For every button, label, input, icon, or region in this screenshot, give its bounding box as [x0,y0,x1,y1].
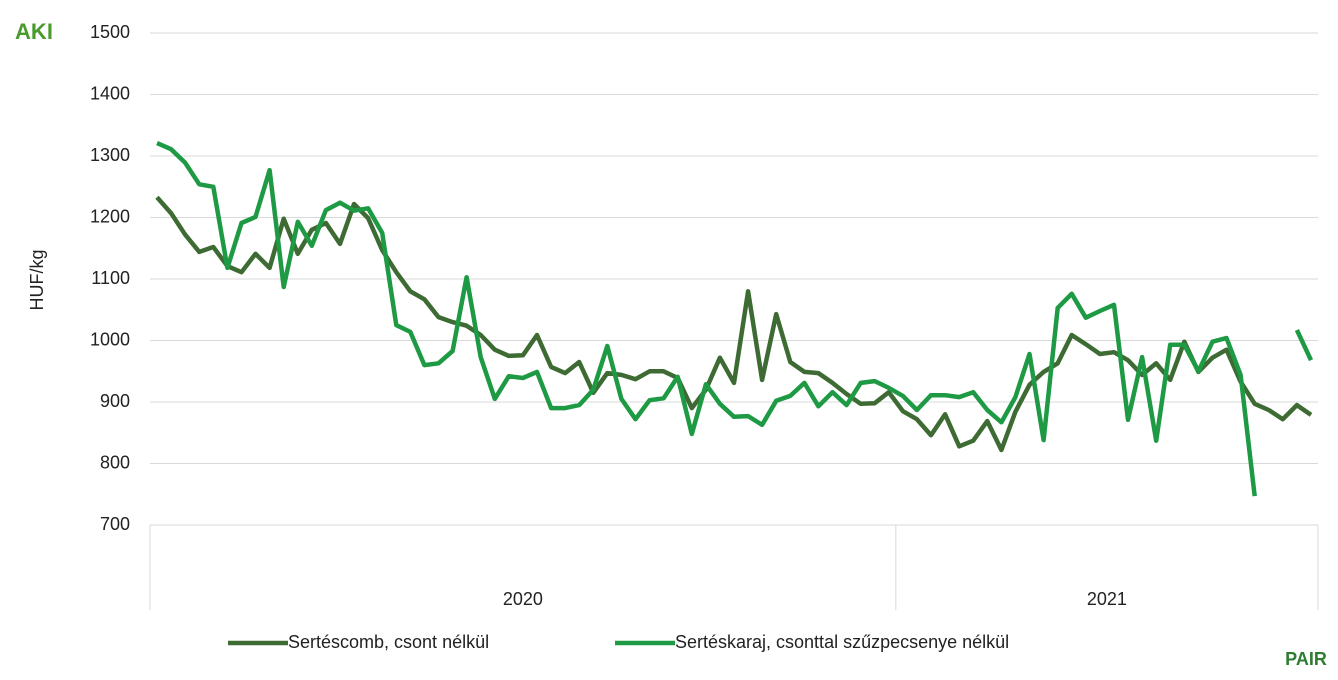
y-tick-label: 900 [100,391,130,411]
legend-label: Sertéscomb, csont nélkül [288,632,489,652]
x-group-label: 2021 [1087,589,1127,609]
x-group-label: 2020 [503,589,543,609]
legend-label: Sertéskaraj, csonttal szűzpecsenye nélkü… [675,632,1009,652]
logo: PAIR [1285,649,1327,669]
y-tick-label: 700 [100,514,130,534]
series-line [155,195,1313,453]
series-line [156,141,1314,497]
y-axis-label: HUF/kg [27,249,47,310]
y-tick-label: 800 [100,452,130,472]
y-tick-label: 1200 [90,206,130,226]
y-tick-label: 1400 [90,83,130,103]
logo: AKI [15,19,53,44]
y-tick-label: 1100 [91,268,130,288]
y-tick-label: 1000 [90,329,130,349]
y-tick-label: 1500 [90,22,130,42]
y-tick-label: 1300 [90,145,130,165]
